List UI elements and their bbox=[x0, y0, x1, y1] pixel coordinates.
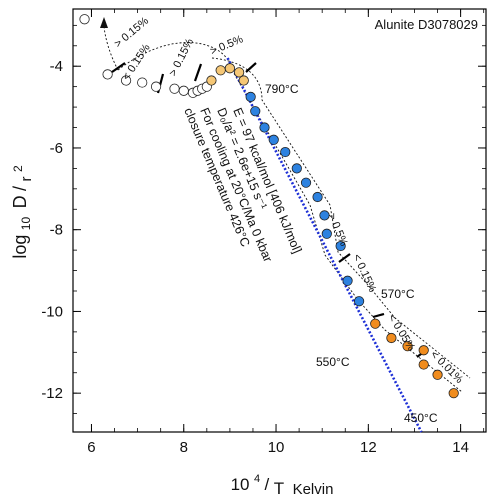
separator-6 bbox=[372, 312, 385, 319]
data-point bbox=[206, 75, 217, 86]
data-point bbox=[79, 14, 90, 25]
data-point bbox=[312, 191, 323, 203]
x-tick-label: 6 bbox=[87, 439, 95, 456]
data-point bbox=[102, 69, 113, 80]
data-point bbox=[280, 146, 291, 158]
data-point bbox=[120, 75, 132, 86]
annotation-lt-001: < 0.01% bbox=[428, 349, 465, 386]
annotation-lt-015-right: < 0.15% bbox=[350, 252, 378, 294]
annotation-450c: 450°C bbox=[404, 411, 438, 425]
data-point bbox=[169, 83, 180, 94]
annotation-lt-005: < 0.05% bbox=[385, 312, 417, 353]
separator-1 bbox=[111, 62, 126, 73]
annotation-550c: 550°C bbox=[316, 355, 350, 369]
data-point bbox=[238, 75, 249, 86]
arrow-head bbox=[100, 17, 108, 28]
xlabel-t: T bbox=[274, 479, 284, 498]
data-point bbox=[215, 65, 226, 76]
data-point bbox=[418, 345, 429, 356]
plot-frame bbox=[72, 8, 487, 433]
data-point bbox=[335, 240, 346, 252]
data-point bbox=[300, 177, 312, 188]
x-axis-label: 10 4 / T Kelvin bbox=[231, 469, 334, 498]
svg-text:log 10 D /: log 10 D / r 2 bbox=[10, 165, 35, 259]
y-tick-label: -8 bbox=[50, 222, 63, 239]
y-tick-label: -12 bbox=[41, 385, 63, 402]
annotation-gt-015: > 0.15% bbox=[167, 36, 196, 78]
data-point bbox=[259, 122, 270, 133]
data-point bbox=[291, 163, 302, 174]
y-tick-label: -4 bbox=[50, 58, 63, 75]
data-point bbox=[321, 228, 332, 239]
ylabel-pow: 2 bbox=[11, 165, 25, 172]
data-point bbox=[319, 210, 330, 221]
xlabel-exp: 4 bbox=[254, 473, 260, 485]
dashed-guide-right-inner bbox=[231, 69, 463, 393]
data-point bbox=[448, 388, 459, 399]
dashed-guide-right-outer bbox=[211, 57, 471, 379]
annotation-gt-05-top: > 0.5% bbox=[208, 33, 245, 58]
data-point bbox=[418, 359, 429, 370]
data-point bbox=[178, 85, 189, 96]
separator-5 bbox=[338, 253, 351, 263]
xlabel-unit: Kelvin bbox=[293, 481, 334, 498]
data-point bbox=[386, 332, 397, 344]
data-point bbox=[354, 296, 365, 307]
annotation-790c: 790°C bbox=[265, 82, 299, 96]
data-point bbox=[370, 318, 381, 329]
data-point bbox=[432, 369, 443, 380]
separator-4 bbox=[245, 62, 257, 73]
ylabel-log: log bbox=[10, 235, 30, 259]
chart-title: Alunite D3078029 bbox=[375, 17, 478, 32]
xlabel-base: 10 bbox=[231, 475, 250, 494]
xlabel-slash: / bbox=[265, 475, 270, 494]
x-tick-label: 14 bbox=[452, 439, 469, 456]
dashed-guide-top-left bbox=[117, 42, 229, 71]
x-tick-label: 10 bbox=[268, 439, 285, 456]
data-point bbox=[268, 134, 279, 145]
data-point bbox=[250, 106, 261, 117]
x-tick-label: 12 bbox=[360, 439, 377, 456]
annotation-570c: 570°C bbox=[381, 287, 415, 301]
data-points bbox=[79, 14, 459, 399]
separator-3 bbox=[193, 63, 203, 82]
ylabel-slash: / bbox=[10, 186, 30, 191]
annotation-lt-015: < 0.15% bbox=[120, 42, 152, 83]
axis-ticks: 6 8 10 12 14 -4 -6 -8 -10 -12 bbox=[41, 9, 486, 456]
x-tick-label: 8 bbox=[180, 439, 188, 456]
ylabel-r: r bbox=[18, 176, 35, 181]
y-tick-label: -10 bbox=[41, 303, 63, 320]
data-point bbox=[150, 81, 162, 92]
data-point bbox=[342, 275, 353, 286]
dashed-guide-arrow bbox=[103, 25, 119, 71]
data-point bbox=[245, 91, 256, 102]
ylabel-log-sub: 10 bbox=[19, 217, 33, 231]
y-axis-label: log 10 D / r 2 bbox=[10, 165, 35, 259]
ylabel-d: D bbox=[10, 195, 30, 208]
data-point bbox=[137, 77, 148, 88]
data-point bbox=[224, 63, 235, 74]
data-point bbox=[234, 67, 245, 78]
y-tick-label: -6 bbox=[50, 140, 63, 157]
data-point bbox=[402, 341, 413, 352]
